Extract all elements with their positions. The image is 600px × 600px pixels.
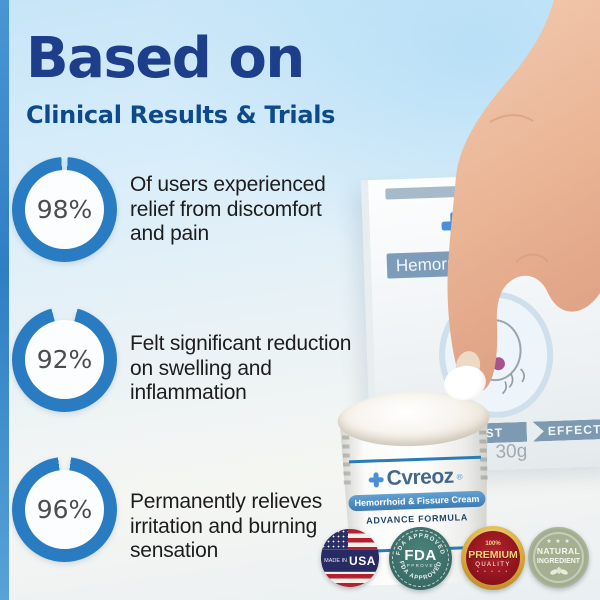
made-in-usa-badge: MADE IN USA: [321, 529, 379, 587]
fda-arc-bottom-text: FDA APPROVED: [398, 560, 443, 581]
fda-label: FDA: [404, 547, 437, 564]
premium-dots: • • • • •: [476, 568, 510, 575]
ingredient-label: INGREDIENT: [536, 558, 581, 566]
quality-label: QUALITY: [475, 562, 511, 569]
usa-band: MADE IN USA: [321, 549, 379, 573]
knuckle-creases: [489, 114, 549, 263]
progress-ring-92: 92%: [12, 307, 117, 412]
fda-approved-badge: FDA APPROVED FDA APPROVED FDA APPROVED: [389, 527, 452, 590]
progress-ring-96: 96%: [12, 457, 117, 562]
hundred-percent-label: 100%: [485, 541, 501, 548]
fda-arc-top-text: FDA APPROVED: [396, 533, 445, 556]
left-accent-strip: [0, 0, 9, 600]
leaves-icon: [549, 567, 568, 576]
stat-row-swelling: 92% Felt significant reduction on swelli…: [12, 307, 380, 412]
fda-approved-label: APPROVED: [402, 563, 439, 568]
premium-inner: 100% PREMIUM QUALITY • • • • •: [466, 531, 520, 585]
registered-mark: ®: [456, 471, 463, 482]
ring-center: 92%: [25, 320, 104, 399]
usa-flag-canton: [321, 529, 348, 552]
stars-row: ★ ★ ★: [546, 538, 571, 545]
stat-description: Felt significant reduction on swelling a…: [130, 332, 352, 405]
premium-quality-badge: 100% PREMIUM QUALITY • • • • •: [461, 526, 525, 590]
natural-ingredient-badge: ★ ★ ★ NATURAL INGREDIENT: [528, 527, 589, 588]
percent-value: 96%: [36, 495, 93, 524]
percent-value: 98%: [36, 195, 93, 224]
svg-text:FDA APPROVED: FDA APPROVED: [398, 560, 444, 581]
usa-label: USA: [349, 553, 376, 568]
box-weight-text: 30g: [495, 440, 528, 463]
svg-text:FDA APPROVED: FDA APPROVED: [396, 533, 446, 556]
natural-label: NATURAL: [536, 546, 581, 557]
fda-arc-text: FDA APPROVED FDA APPROVED: [396, 533, 446, 581]
page-title: Based on: [26, 26, 305, 91]
natural-inner: ★ ★ ★ NATURAL INGREDIENT: [533, 532, 584, 583]
ring-center: 96%: [25, 470, 104, 549]
jar-brand-name: Cvreoz: [386, 464, 455, 491]
premium-label: PREMIUM: [468, 548, 518, 561]
made-in-label: MADE IN: [324, 557, 348, 564]
stat-description: Permanently relieves irritation and burn…: [130, 490, 323, 563]
progress-ring-98: 98%: [12, 157, 117, 262]
percent-value: 92%: [36, 345, 93, 374]
stat-description: Of users experienced relief from discomf…: [130, 173, 326, 246]
page-subtitle: Clinical Results & Trials: [26, 101, 336, 129]
stat-row-irritation: 96% Permanently relieves irritation and …: [12, 457, 380, 564]
box-tag-effective: EFFECTIVE: [532, 419, 600, 442]
ring-center: 98%: [25, 170, 104, 249]
fda-center: FDA APPROVED: [389, 548, 452, 569]
stat-row-relief: 98% Of users experienced relief from dis…: [12, 157, 380, 262]
